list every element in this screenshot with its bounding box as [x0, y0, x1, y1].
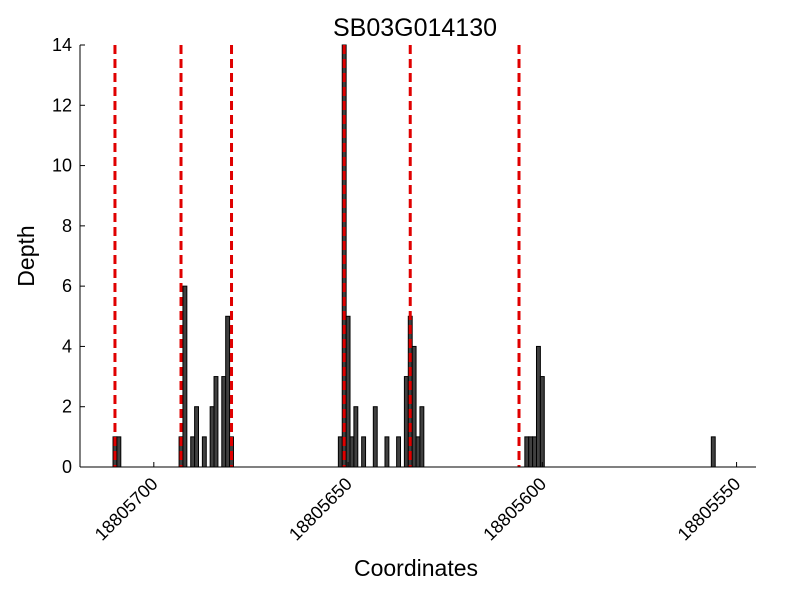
y-tick-label: 4 [62, 336, 72, 356]
x-tick-label: 18805600 [479, 474, 550, 545]
markers-group [113, 45, 521, 467]
depth-bar [221, 376, 227, 468]
depth-bar [403, 376, 409, 468]
bars-group [112, 44, 716, 468]
y-tick-label: 0 [62, 457, 72, 477]
depth-bar [372, 406, 378, 468]
depth-bar [349, 436, 355, 468]
y-tick-label: 2 [62, 397, 72, 417]
y-axis-label: Depth [13, 225, 39, 286]
depth-bar [419, 406, 425, 468]
depth-bar [353, 406, 359, 468]
x-tick-label: 18805650 [285, 474, 356, 545]
depth-bar [384, 436, 390, 468]
depth-bar [209, 406, 215, 468]
depth-bar [528, 436, 534, 468]
y-tick-label: 8 [62, 216, 72, 236]
y-tick-label: 14 [52, 35, 72, 55]
depth-bar [213, 376, 219, 468]
y-tick-label: 12 [52, 95, 72, 115]
depth-bar [524, 436, 530, 468]
depth-bar [337, 436, 343, 468]
chart-title: SB03G014130 [333, 14, 497, 42]
x-tick-label: 18805550 [674, 474, 745, 545]
depth-bar [411, 345, 417, 468]
depth-bar [396, 436, 402, 468]
depth-bar [194, 406, 200, 468]
x-axis-label: Coordinates [354, 555, 478, 581]
y-tick-label: 6 [62, 276, 72, 296]
depth-bar [182, 285, 188, 468]
depth-bar [116, 436, 122, 468]
depth-bar [345, 315, 351, 468]
depth-bar [225, 315, 231, 468]
depth-bar [361, 436, 367, 468]
x-tick-label: 18805700 [91, 474, 162, 545]
depth-bar [539, 376, 545, 468]
depth-bar [710, 436, 716, 468]
y-tick-label: 10 [52, 156, 72, 176]
axes-group: 0 2 4 6 8 10 12 14 18805700 18805650 18805600 18805… [52, 35, 756, 544]
depth-bar [190, 436, 196, 468]
depth-bar [415, 436, 421, 468]
depth-bar [535, 345, 541, 468]
depth-bar [532, 436, 537, 468]
depth-bar [201, 436, 207, 468]
